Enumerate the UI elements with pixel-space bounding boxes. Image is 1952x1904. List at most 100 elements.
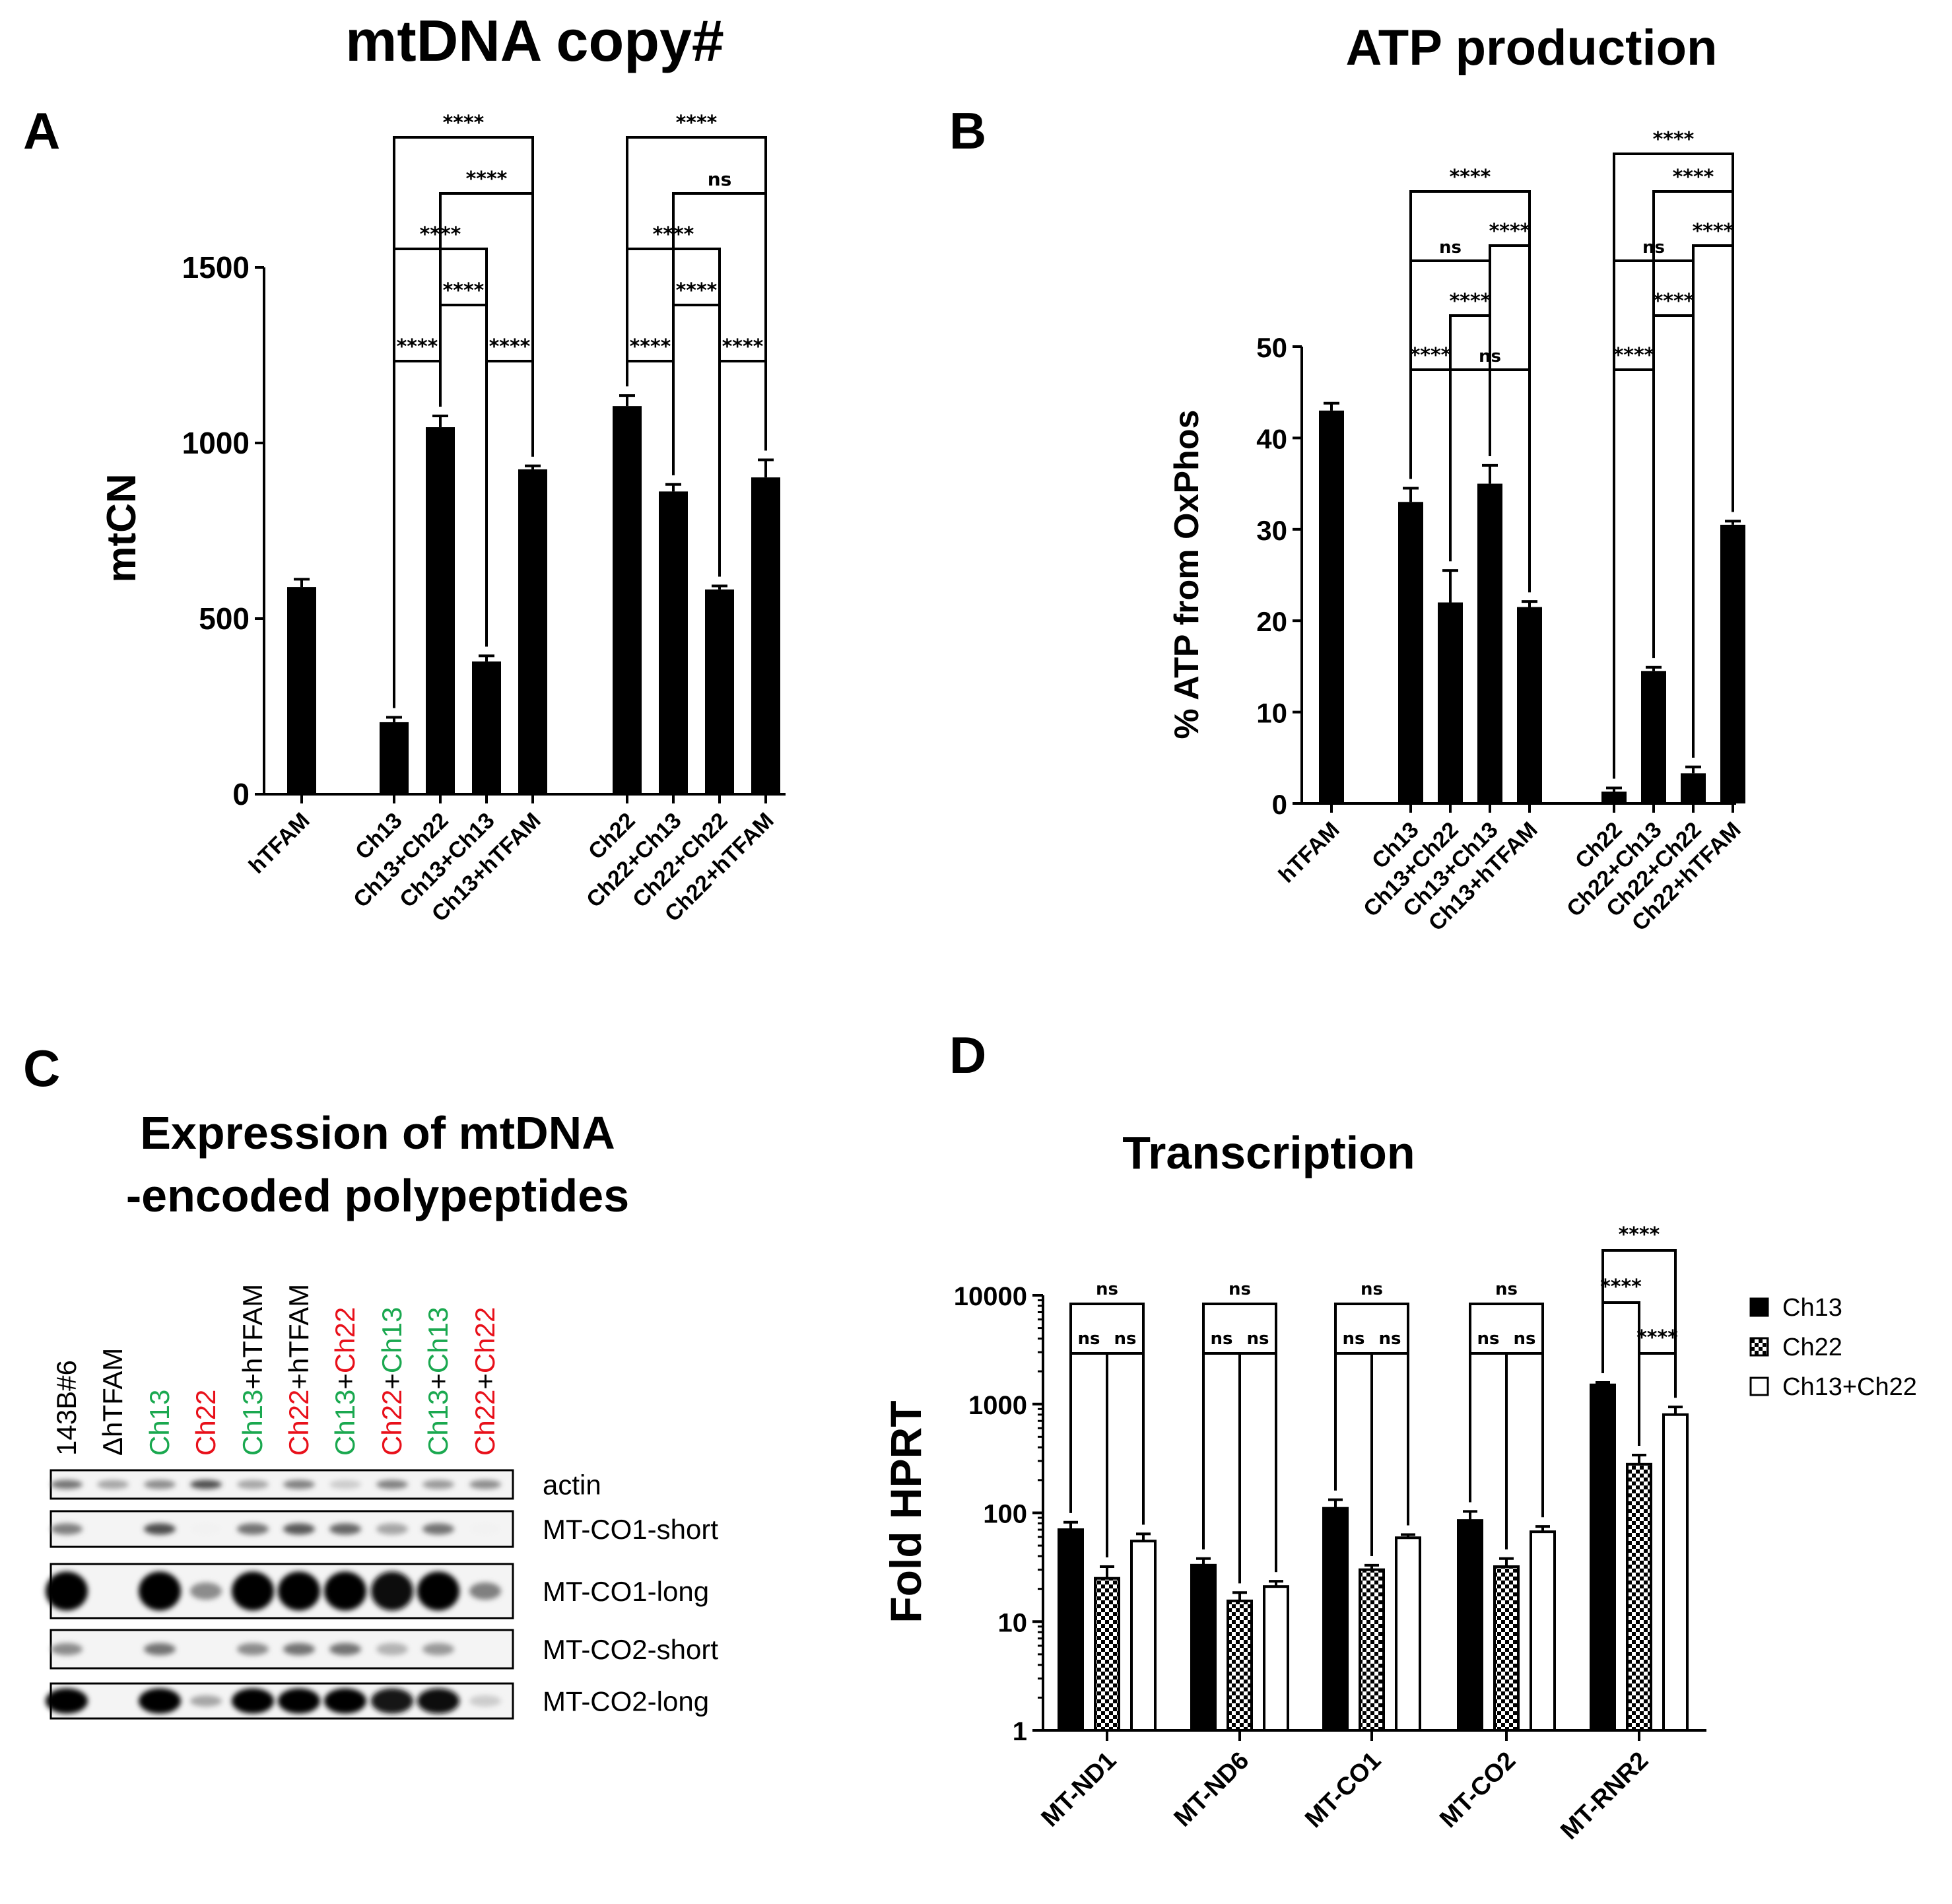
bar bbox=[1517, 607, 1542, 803]
blot-band bbox=[376, 1643, 408, 1656]
bar bbox=[1590, 1383, 1616, 1732]
blot-band bbox=[324, 1571, 366, 1611]
blot-band bbox=[422, 1643, 454, 1656]
x-tick-label: hTFAM bbox=[1274, 817, 1345, 888]
panel-c-title-line2: -encoded polypeptides bbox=[126, 1170, 629, 1221]
blot-row-label: MT-CO2-short bbox=[543, 1634, 718, 1665]
blot-row-label: actin bbox=[543, 1470, 601, 1501]
lane-label-part: Ch22 bbox=[190, 1390, 221, 1456]
lane-label: 143B#6 bbox=[51, 1360, 82, 1456]
bar bbox=[1530, 1530, 1556, 1732]
bar bbox=[1322, 1507, 1349, 1732]
y-tick-label: 1500 bbox=[182, 250, 250, 285]
blot-band bbox=[371, 1571, 413, 1611]
significance-label: **** bbox=[443, 112, 485, 135]
blot-band bbox=[469, 1695, 501, 1707]
bar bbox=[1319, 410, 1344, 803]
bar bbox=[1493, 1565, 1520, 1732]
lane-label: ΔhTFAM bbox=[97, 1348, 128, 1456]
blot-band bbox=[190, 1695, 222, 1707]
lane-label: Ch13 bbox=[144, 1390, 175, 1456]
y-tick-label: 10 bbox=[998, 1608, 1028, 1637]
y-axis-label: Fold HPRT bbox=[881, 1400, 930, 1623]
blot-band bbox=[469, 1582, 501, 1600]
significance-label: ns bbox=[1477, 1329, 1500, 1349]
blot-band bbox=[237, 1523, 269, 1535]
significance-label: **** bbox=[676, 112, 718, 135]
blot-row-label: MT-CO1-long bbox=[543, 1576, 709, 1607]
bar bbox=[705, 589, 734, 794]
blot-band bbox=[278, 1571, 320, 1611]
significance-label: **** bbox=[1653, 128, 1695, 151]
blot-band bbox=[417, 1688, 459, 1714]
lane-label-part: Ch13 bbox=[144, 1390, 175, 1456]
significance-label: **** bbox=[722, 335, 764, 358]
bar bbox=[518, 469, 547, 794]
significance-label: **** bbox=[1600, 1275, 1642, 1299]
significance-label: **** bbox=[1673, 166, 1714, 189]
significance-bracket bbox=[1409, 190, 1531, 593]
bar bbox=[1359, 1568, 1385, 1732]
significance-label: **** bbox=[1613, 344, 1655, 367]
lane-label: Ch22 bbox=[190, 1390, 221, 1456]
blot-band bbox=[237, 1479, 269, 1489]
bar bbox=[1681, 773, 1706, 803]
x-tick-label: MT-CO2 bbox=[1434, 1747, 1521, 1833]
lane-label-part: +hTFAM bbox=[283, 1284, 314, 1390]
panel-letter-d: D bbox=[949, 1026, 986, 1084]
blot-band bbox=[422, 1523, 454, 1535]
significance-label: ns bbox=[1361, 1279, 1383, 1299]
significance-bracket bbox=[1469, 1303, 1544, 1518]
panel-c-title-line1: Expression of mtDNA bbox=[140, 1107, 615, 1159]
significance-bracket bbox=[626, 136, 767, 451]
blot-band bbox=[46, 1688, 88, 1714]
bar bbox=[1601, 792, 1627, 803]
bar bbox=[1457, 1519, 1483, 1732]
blot-band bbox=[283, 1479, 315, 1489]
y-tick-label: 10000 bbox=[954, 1282, 1027, 1311]
significance-bracket bbox=[1069, 1303, 1145, 1525]
significance-label: **** bbox=[443, 279, 485, 302]
y-tick-label: 10 bbox=[1256, 698, 1287, 729]
y-tick-label: 0 bbox=[1272, 789, 1287, 820]
significance-label: ns bbox=[1343, 1329, 1365, 1349]
bar bbox=[1263, 1585, 1289, 1732]
lane-label: Ch13+Ch13 bbox=[422, 1307, 454, 1456]
blot-band bbox=[329, 1643, 361, 1656]
panel-b-title: ATP production bbox=[1346, 20, 1718, 76]
significance-label: **** bbox=[1450, 166, 1491, 189]
lane-label-part: Ch22 bbox=[329, 1307, 360, 1373]
bar bbox=[1130, 1540, 1157, 1732]
panel-a-title: mtDNA copy# bbox=[345, 8, 724, 73]
legend-label: Ch22 bbox=[1782, 1334, 1842, 1361]
significance-label: ns bbox=[1247, 1329, 1269, 1349]
blot-row-label: MT-CO2-long bbox=[543, 1686, 709, 1717]
blot-band bbox=[278, 1688, 320, 1714]
panel-letter-b: B bbox=[949, 102, 986, 160]
blot-band bbox=[232, 1688, 274, 1714]
significance-bracket bbox=[1238, 1352, 1277, 1584]
significance-bracket bbox=[1202, 1303, 1277, 1573]
bar bbox=[659, 491, 688, 794]
significance-bracket bbox=[393, 136, 534, 708]
blot-band bbox=[51, 1643, 83, 1656]
blot-band bbox=[139, 1571, 181, 1611]
y-tick-label: 30 bbox=[1256, 515, 1287, 546]
bar bbox=[1395, 1536, 1421, 1732]
bar bbox=[1477, 483, 1502, 803]
lane-label-part: Ch13 bbox=[237, 1390, 268, 1456]
lane-label: Ch22+Ch22 bbox=[469, 1307, 500, 1456]
lane-label-part: Ch13 bbox=[422, 1307, 454, 1373]
bar bbox=[613, 406, 642, 794]
y-tick-label: 40 bbox=[1256, 423, 1287, 454]
lane-label-part: + bbox=[469, 1373, 500, 1390]
lane-label-part: Ch22 bbox=[376, 1390, 407, 1456]
significance-label: ns bbox=[1379, 1329, 1401, 1349]
blot-band bbox=[190, 1479, 222, 1489]
significance-label: **** bbox=[1450, 290, 1491, 313]
x-tick-label: MT-RNR2 bbox=[1555, 1747, 1654, 1845]
significance-bracket bbox=[1601, 1249, 1677, 1398]
chart-transcription: 1 10 100 1000 10000 Fold HPRT MT-ND1 MT-ND6 MT-C… bbox=[881, 1223, 1917, 1845]
lane-label-part: 143B#6 bbox=[51, 1360, 82, 1456]
bar bbox=[472, 661, 501, 794]
